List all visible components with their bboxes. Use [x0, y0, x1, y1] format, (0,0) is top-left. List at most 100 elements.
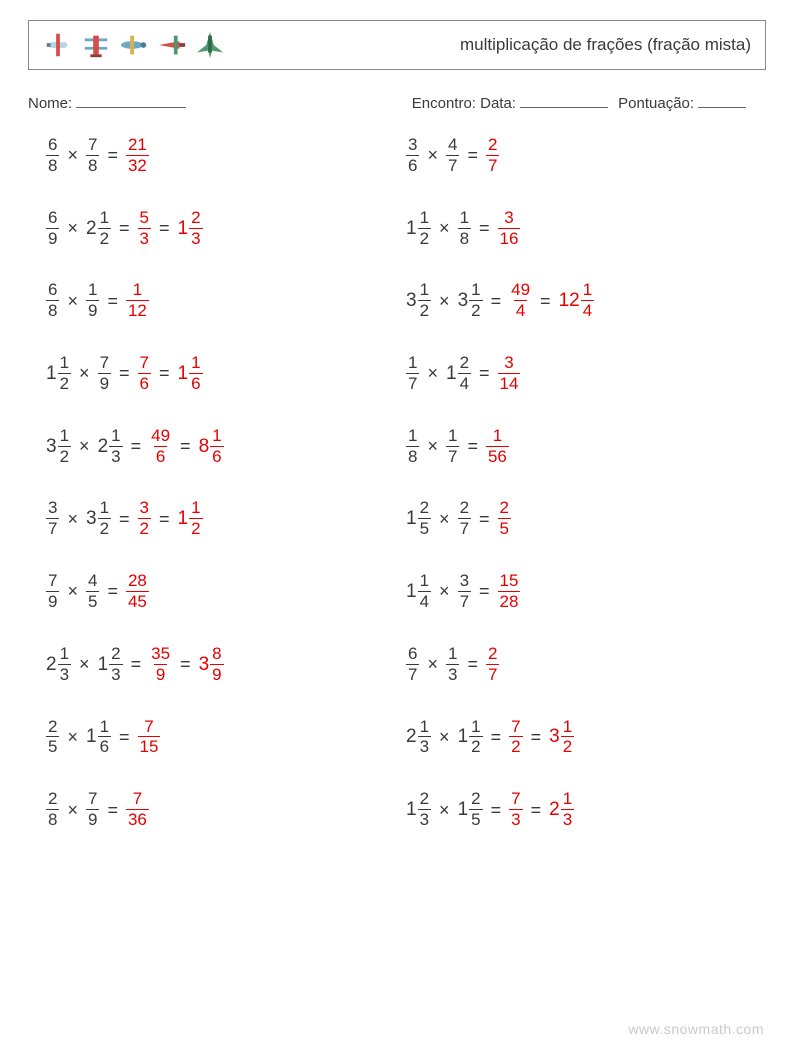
numerator: 3 — [458, 572, 471, 591]
denominator: 9 — [154, 664, 167, 684]
encounter-label: Encontro: Data: — [412, 95, 516, 112]
fraction: 79 — [86, 790, 99, 829]
worksheet: multiplicação de frações (fração mista) … — [0, 0, 794, 1053]
denominator: 6 — [138, 373, 151, 393]
equals-op: = — [489, 728, 504, 746]
answer-mixed: 389 — [199, 645, 224, 684]
mixed-number: 389 — [199, 645, 224, 684]
multiply-op: × — [77, 437, 92, 455]
equals-op: = — [529, 801, 544, 819]
denominator: 3 — [109, 664, 122, 684]
multiply-op: × — [437, 219, 452, 237]
denominator: 7 — [458, 591, 471, 611]
answer: 25 — [498, 499, 511, 538]
whole-part: 1 — [178, 219, 189, 238]
whole-part: 1 — [46, 364, 57, 383]
equals-op: = — [105, 582, 120, 600]
denominator: 2 — [98, 228, 111, 248]
numerator: 6 — [46, 136, 59, 155]
multiply-op: × — [425, 146, 440, 164]
fraction: 28 — [46, 790, 59, 829]
fraction: 16 — [98, 718, 111, 757]
answer: 496 — [149, 427, 172, 466]
denominator: 7 — [486, 664, 499, 684]
answer-mixed: 123 — [178, 209, 203, 248]
mixed-number: 112 — [178, 499, 203, 538]
equation: 37×312=32=112 — [46, 499, 406, 538]
answer: 359 — [149, 645, 172, 684]
fraction: 17 — [446, 427, 459, 466]
mixed-number: 123 — [178, 209, 203, 248]
watermark: www.snowmath.com — [628, 1021, 764, 1037]
denominator: 2 — [189, 518, 202, 538]
numerator: 2 — [46, 718, 59, 737]
denominator: 8 — [46, 809, 59, 829]
answer-mixed: 213 — [549, 790, 574, 829]
denominator: 3 — [138, 228, 151, 248]
score-blank — [698, 92, 746, 108]
mixed-number: 112 — [406, 209, 431, 248]
whole-part: 3 — [406, 291, 417, 310]
multiply-op: × — [65, 801, 80, 819]
equals-op: = — [477, 219, 492, 237]
denominator: 3 — [58, 664, 71, 684]
mixed-number: 112 — [46, 354, 71, 393]
answer: 27 — [486, 645, 499, 684]
answer: 316 — [498, 209, 521, 248]
numerator: 6 — [46, 281, 59, 300]
fraction: 27 — [458, 499, 471, 538]
numerator: 2 — [109, 645, 122, 664]
equation: 67×13=27 — [406, 645, 766, 684]
numerator: 1 — [446, 427, 459, 446]
denominator: 7 — [406, 664, 419, 684]
fraction: 25 — [46, 718, 59, 757]
whole-part: 3 — [46, 437, 57, 456]
denominator: 12 — [126, 300, 149, 320]
numerator: 2 — [486, 136, 499, 155]
fraction: 316 — [498, 209, 521, 248]
problems-col-right: 36×47=27112×18=316312×312=494=121417×124… — [406, 136, 766, 829]
numerator: 3 — [502, 209, 515, 228]
fraction: 13 — [418, 718, 431, 757]
equals-op: = — [477, 510, 492, 528]
numerator: 1 — [418, 281, 431, 300]
equation: 125×27=25 — [406, 499, 766, 538]
fraction: 24 — [458, 354, 471, 393]
denominator: 9 — [86, 809, 99, 829]
fraction: 18 — [406, 427, 419, 466]
fraction: 13 — [446, 645, 459, 684]
numerator: 21 — [126, 136, 149, 155]
answer-mixed: 1214 — [559, 281, 595, 320]
equals-op: = — [529, 728, 544, 746]
denominator: 9 — [46, 591, 59, 611]
fraction: 12 — [418, 281, 431, 320]
numerator: 1 — [189, 354, 202, 373]
header-box: multiplicação de frações (fração mista) — [28, 20, 766, 70]
equals-op: = — [157, 364, 172, 382]
equals-op: = — [157, 510, 172, 528]
fraction: 23 — [418, 790, 431, 829]
fraction: 494 — [509, 281, 532, 320]
numerator: 3 — [406, 136, 419, 155]
denominator: 5 — [469, 809, 482, 829]
fraction: 13 — [58, 645, 71, 684]
numerator: 4 — [86, 572, 99, 591]
problems-area: 68×78=213269×212=53=12368×19=112112×79=7… — [28, 136, 766, 829]
icon-row — [43, 30, 225, 60]
equals-op: = — [117, 728, 132, 746]
equals-op: = — [178, 437, 193, 455]
fraction: 45 — [86, 572, 99, 611]
fraction: 359 — [149, 645, 172, 684]
equals-op: = — [538, 292, 553, 310]
equals-op: = — [105, 146, 120, 164]
fraction: 79 — [46, 572, 59, 611]
denominator: 8 — [406, 446, 419, 466]
score-label: Pontuação: — [618, 95, 694, 112]
numerator: 1 — [561, 718, 574, 737]
numerator: 1 — [210, 427, 223, 446]
fraction: 736 — [126, 790, 149, 829]
equals-op: = — [477, 582, 492, 600]
numerator: 1 — [189, 499, 202, 518]
fraction: 12 — [469, 718, 482, 757]
denominator: 6 — [406, 155, 419, 175]
